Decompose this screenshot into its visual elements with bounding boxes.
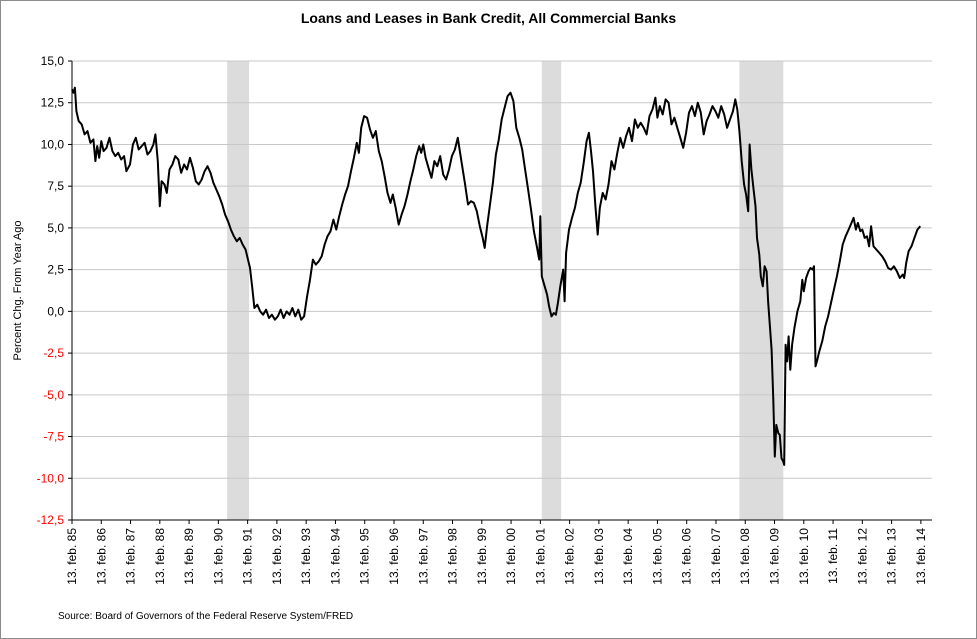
x-tick-label: 13. feb. 14 [914, 528, 928, 585]
x-tick-label: 13. feb. 87 [124, 528, 138, 585]
x-tick-label: 13. feb. 98 [446, 528, 460, 585]
x-tick-label: 13. feb. 08 [738, 528, 752, 585]
x-tick-label: 13. feb. 88 [153, 528, 167, 585]
y-tick-label: 10,0 [41, 137, 65, 151]
y-tick-label: 5,0 [47, 221, 64, 235]
recession-band [227, 61, 250, 520]
x-tick-label: 13. feb. 86 [94, 528, 108, 585]
source-note: Source: Board of Governors of the Federa… [58, 611, 354, 622]
x-tick-label: 13. feb. 02 [563, 528, 577, 585]
y-tick-label: -5,0 [43, 388, 64, 402]
y-tick-label: 12,5 [41, 96, 65, 110]
x-tick-label: 13. feb. 11 [826, 528, 840, 584]
x-tick-label: 13. feb. 90 [211, 528, 225, 585]
x-tick-label: 13. feb. 04 [621, 528, 635, 585]
x-tick-label: 13. feb. 00 [504, 528, 518, 585]
x-tick-label: 13. feb. 92 [270, 528, 284, 585]
x-tick-label: 13. feb. 09 [768, 528, 782, 585]
label-layer: 15,0 12,5 10,0 7,5 5,0 2,5 0,0 -2,5 -5,0 -7,5 -10,… [12, 54, 928, 585]
y-tick-label: 7,5 [47, 179, 64, 193]
recession-band [541, 61, 562, 520]
y-tick-label: -2,5 [43, 346, 64, 360]
x-tick-label: 13. feb. 85 [65, 528, 79, 585]
y-tick-label: -12,5 [37, 513, 65, 527]
x-tick-label: 13. feb. 94 [328, 528, 342, 585]
x-tick-label: 13. feb. 99 [475, 528, 489, 585]
recession-band [739, 61, 784, 520]
chart-title: Loans and Leases in Bank Credit, All Com… [300, 10, 677, 26]
y-tick-label: -10,0 [37, 471, 65, 485]
x-tick-label: 13. feb. 96 [387, 528, 401, 585]
x-tick-label: 13. feb. 10 [797, 528, 811, 585]
series-layer [71, 86, 922, 466]
recession-shading-layer [227, 61, 784, 520]
series-line [71, 86, 922, 466]
x-tick-label: 13. feb. 95 [358, 528, 372, 585]
x-tick-label: 13. feb. 91 [241, 528, 255, 585]
x-tick-label: 13. feb. 89 [182, 528, 196, 585]
y-axis-title: Percent Chg. From Year Ago [12, 220, 24, 360]
y-tick-label: 15,0 [41, 54, 65, 68]
x-tick-label: 13. feb. 97 [416, 528, 430, 585]
y-tick-label: 0,0 [47, 304, 64, 318]
y-tick-label: -7,5 [43, 430, 64, 444]
x-tick-label: 13. feb. 12 [855, 528, 869, 585]
x-tick-label: 13. feb. 06 [680, 528, 694, 585]
x-tick-label: 13. feb. 07 [709, 528, 723, 585]
x-tick-label: 13. feb. 13 [885, 528, 899, 585]
axis-layer [68, 60, 932, 524]
y-tick-label: 2,5 [47, 263, 64, 277]
x-tick-label: 13. feb. 05 [650, 528, 664, 585]
x-tick-label: 13. feb. 01 [533, 528, 547, 585]
x-tick-label: 13. feb. 03 [592, 528, 606, 585]
x-tick-label: 13. feb. 93 [299, 528, 313, 585]
